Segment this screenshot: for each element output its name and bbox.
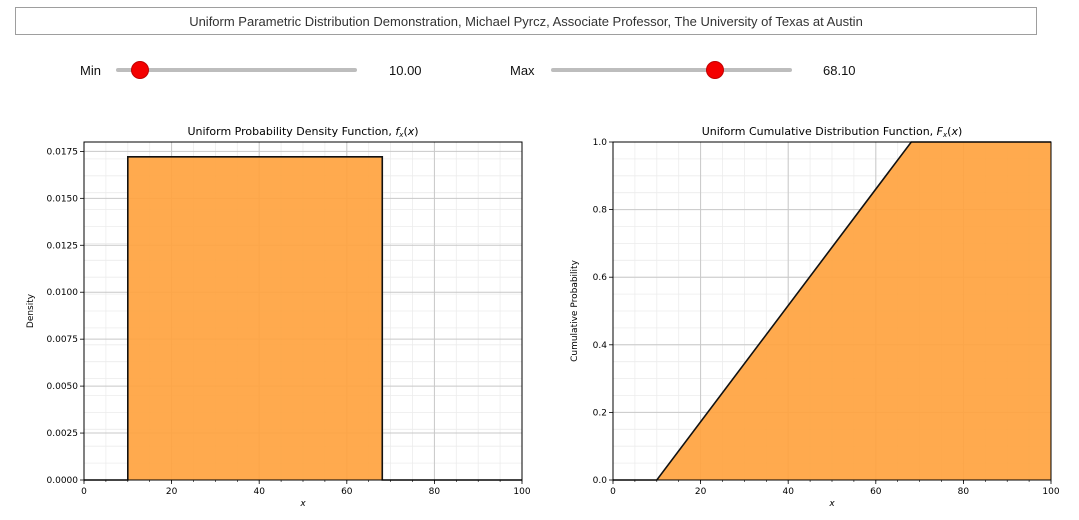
max-value: 68.10 bbox=[823, 63, 856, 78]
min-slider-handle[interactable] bbox=[131, 61, 150, 79]
page-title: Uniform Parametric Distribution Demonstr… bbox=[15, 7, 1037, 35]
y-tick-label: 0.6 bbox=[593, 273, 608, 283]
x-tick-label: 40 bbox=[253, 487, 265, 497]
min-label: Min bbox=[80, 63, 101, 78]
y-tick-label: 0.0025 bbox=[47, 429, 79, 439]
pdf-fill-area bbox=[84, 156, 522, 480]
max-label: Max bbox=[510, 63, 535, 78]
x-tick-label: 100 bbox=[513, 487, 530, 497]
y-tick-label: 0.0075 bbox=[47, 335, 79, 345]
x-tick-label: 40 bbox=[782, 487, 794, 497]
y-tick-label: 0.0175 bbox=[47, 147, 79, 157]
x-tick-label: 0 bbox=[81, 487, 87, 497]
max-slider-track[interactable] bbox=[551, 68, 792, 72]
min-value: 10.00 bbox=[389, 63, 422, 78]
pdf-chart: 0 20 40 60 80 100 0.0000 0.0025 0.0050 0.0075 0.01… bbox=[26, 125, 531, 509]
y-tick-label: 0.0000 bbox=[47, 476, 79, 486]
y-tick-label: 0.8 bbox=[593, 206, 608, 216]
x-tick-label: 80 bbox=[958, 487, 970, 497]
y-tick-label: 0.0100 bbox=[47, 288, 79, 298]
min-slider[interactable] bbox=[116, 60, 357, 80]
cdf-chart: 0 20 40 60 80 100 0.0 0.2 0.4 0.6 0.8 1.0 Uniform Cu… bbox=[570, 125, 1060, 509]
x-tick-label: 20 bbox=[695, 487, 707, 497]
x-tick-label: 60 bbox=[870, 487, 882, 497]
x-tick-label: 100 bbox=[1042, 487, 1059, 497]
x-tick-label: 0 bbox=[610, 487, 616, 497]
y-tick-label: 0.4 bbox=[593, 341, 608, 351]
x-tick-label: 20 bbox=[166, 487, 178, 497]
cdf-chart-title: Uniform Cumulative Distribution Function… bbox=[702, 125, 963, 139]
y-tick-label: 0.0 bbox=[593, 476, 608, 486]
cdf-fill-area bbox=[613, 142, 1051, 480]
pdf-chart-title: Uniform Probability Density Function, fx… bbox=[187, 125, 418, 139]
y-tick-label: 0.0050 bbox=[47, 382, 79, 392]
pdf-y-axis-label: Density bbox=[26, 293, 36, 328]
y-tick-label: 0.0150 bbox=[47, 194, 79, 204]
x-tick-label: 80 bbox=[429, 487, 441, 497]
page-title-text: Uniform Parametric Distribution Demonstr… bbox=[189, 13, 863, 29]
max-slider-handle[interactable] bbox=[706, 61, 725, 79]
y-tick-label: 1.0 bbox=[593, 138, 608, 148]
cdf-x-axis-label: x bbox=[828, 499, 835, 509]
x-tick-label: 60 bbox=[341, 487, 353, 497]
y-tick-label: 0.2 bbox=[593, 408, 607, 418]
max-slider[interactable] bbox=[551, 60, 792, 80]
cdf-y-axis-label: Cumulative Probability bbox=[570, 259, 580, 361]
min-slider-track[interactable] bbox=[116, 68, 357, 72]
pdf-x-axis-label: x bbox=[299, 499, 306, 509]
y-tick-label: 0.0125 bbox=[47, 241, 79, 251]
